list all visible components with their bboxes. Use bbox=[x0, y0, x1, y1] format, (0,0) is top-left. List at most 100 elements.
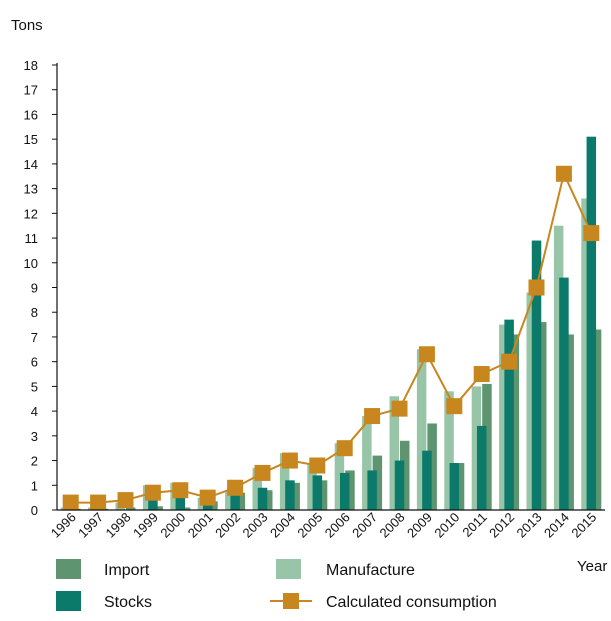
y-tick-label: 10 bbox=[24, 256, 38, 271]
consumption-marker bbox=[528, 279, 545, 296]
bar-import bbox=[263, 490, 273, 510]
consumption-marker bbox=[281, 452, 298, 469]
consumption-marker bbox=[117, 492, 134, 509]
consumption-marker bbox=[446, 398, 463, 415]
consumption-marker bbox=[309, 457, 326, 474]
x-tick-label: 2005 bbox=[294, 510, 325, 541]
legend-label: Import bbox=[104, 562, 150, 579]
x-tick-label: 2002 bbox=[212, 510, 243, 541]
y-tick-label: 8 bbox=[31, 305, 38, 320]
y-tick-label: 12 bbox=[24, 206, 38, 221]
bar-import bbox=[537, 322, 547, 510]
consumption-marker bbox=[501, 353, 518, 370]
legend-label: Calculated consumption bbox=[326, 594, 497, 611]
bar-import bbox=[153, 506, 163, 510]
bar-stocks bbox=[202, 502, 213, 510]
bar-stocks bbox=[285, 480, 295, 510]
consumption-marker bbox=[364, 408, 381, 425]
y-tick-label: 4 bbox=[31, 404, 38, 419]
x-tick-label: 2004 bbox=[267, 510, 298, 541]
bar-import bbox=[482, 383, 492, 510]
y-tick-label: 3 bbox=[31, 429, 38, 444]
bar-stocks bbox=[531, 240, 542, 510]
consumption-marker bbox=[90, 494, 107, 511]
bar-stocks bbox=[148, 500, 158, 510]
x-tick-label: 2011 bbox=[459, 510, 489, 540]
bar-manufacture bbox=[471, 386, 482, 510]
x-tick-label: 2001 bbox=[185, 510, 216, 541]
bar-manufacture bbox=[225, 490, 235, 510]
y-tick-label: 17 bbox=[24, 83, 38, 98]
y-tick-label: 18 bbox=[24, 58, 38, 73]
bar-stocks bbox=[230, 495, 240, 510]
bar-import bbox=[235, 492, 246, 510]
bar-manufacture bbox=[362, 416, 372, 510]
bar-import bbox=[180, 507, 191, 510]
consumption-marker bbox=[172, 482, 189, 499]
bar-manufacture bbox=[499, 324, 509, 510]
x-tick-label: 2013 bbox=[514, 510, 545, 541]
y-tick-label: 13 bbox=[24, 182, 38, 197]
bar-stocks bbox=[175, 497, 186, 510]
legend-swatch-marker bbox=[283, 593, 299, 609]
bar-manufacture bbox=[279, 453, 290, 510]
consumption-marker bbox=[254, 464, 271, 481]
bar-import bbox=[509, 334, 520, 510]
y-tick-label: 9 bbox=[31, 281, 38, 296]
y-tick-label: 15 bbox=[24, 132, 38, 147]
bar-manufacture bbox=[389, 396, 399, 510]
consumption-marker bbox=[555, 165, 572, 182]
y-tick-label: 5 bbox=[31, 379, 38, 394]
bar-stocks bbox=[504, 319, 514, 510]
x-tick-label: 1999 bbox=[130, 510, 161, 541]
consumption-marker bbox=[391, 400, 408, 417]
bar-import bbox=[591, 329, 602, 510]
bar-stocks bbox=[586, 136, 597, 510]
x-tick-label: 2000 bbox=[157, 510, 188, 541]
bar-import bbox=[400, 440, 410, 510]
y-tick-label: 7 bbox=[31, 330, 38, 345]
bar-stocks bbox=[367, 470, 377, 510]
bar-manufacture bbox=[307, 463, 317, 510]
bar-stocks bbox=[394, 460, 405, 510]
consumption-marker bbox=[227, 479, 244, 496]
bar-stocks bbox=[476, 425, 487, 510]
legend: Import Manufacture Stocks Calculated consum… bbox=[56, 559, 497, 611]
bar-import bbox=[564, 334, 574, 510]
x-tick-label: 2012 bbox=[486, 510, 517, 541]
bar-import bbox=[427, 423, 437, 510]
bar-import bbox=[126, 507, 136, 510]
consumption-marker bbox=[473, 366, 490, 383]
bar-manufacture bbox=[581, 198, 591, 510]
y-tick-label: 11 bbox=[25, 231, 39, 246]
consumption-marker bbox=[583, 225, 600, 242]
bar-stocks bbox=[559, 277, 569, 510]
y-tick-label: 0 bbox=[31, 503, 38, 518]
consumption-marker bbox=[144, 484, 161, 501]
bar-stocks bbox=[449, 463, 460, 510]
x-tick-label: 2015 bbox=[568, 510, 599, 541]
y-axis-title: Tons bbox=[11, 17, 43, 34]
bar-manufacture bbox=[334, 443, 345, 510]
x-tick-label: 2014 bbox=[541, 510, 572, 541]
bar-manufacture bbox=[252, 467, 262, 510]
bar-import bbox=[345, 470, 355, 510]
bar-import bbox=[372, 455, 383, 510]
y-tick-label: 16 bbox=[24, 107, 38, 122]
x-axis-title: Year bbox=[577, 558, 607, 575]
bar-stocks bbox=[339, 472, 350, 510]
x-tick-label: 2008 bbox=[377, 510, 408, 541]
bar-stocks bbox=[312, 475, 323, 510]
bar-import bbox=[290, 482, 300, 510]
x-tick-label: 2007 bbox=[349, 510, 380, 541]
consumption-marker bbox=[62, 494, 79, 511]
bar-import bbox=[208, 501, 218, 510]
x-tick-label: 2009 bbox=[404, 510, 435, 541]
bar-manufacture bbox=[526, 292, 536, 510]
bar-stocks bbox=[257, 487, 268, 510]
x-tick-label: 2003 bbox=[240, 510, 271, 541]
consumption-marker bbox=[199, 489, 216, 506]
x-tick-label: 2006 bbox=[322, 510, 353, 541]
